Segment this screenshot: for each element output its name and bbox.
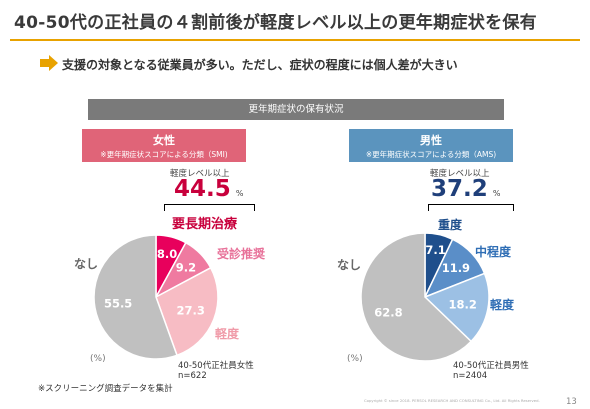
male-slice-label-mild: 軽度 (490, 298, 515, 312)
female-level-group: 44.5 % (174, 176, 243, 202)
title-divider (10, 39, 580, 41)
male-sample-label: 40-50代正社員男性 (453, 361, 529, 371)
arrow-right-icon (40, 55, 58, 71)
lead-text: 支援の対象となる従業員が多い。ただし、症状の程度には個人差が大きい (62, 58, 458, 72)
pie-value-label: 9.2 (176, 260, 196, 274)
page-number: 13 (566, 397, 577, 407)
pie-value-label: 18.2 (448, 297, 476, 311)
pie-value-label: 7.1 (425, 243, 445, 257)
female-level-label: 軽度レベル以上 (170, 169, 230, 179)
male-level-group: 37.2 % (431, 176, 500, 202)
female-slice-label-severe: 要長期治療 (172, 217, 238, 232)
male-gender-label: 男性 (420, 134, 442, 147)
male-scale-note: ※更年期症状スコアによる分類（AMS) (365, 150, 497, 159)
female-scale-note: ※更年期症状スコアによる分類（SMI) (100, 150, 228, 159)
male-unit-note: (%) (347, 354, 363, 364)
female-sample-n: n=622 (178, 371, 207, 381)
female-header-box: 女性 ※更年期症状スコアによる分類（SMI) (82, 129, 246, 162)
male-level-value: 37.2 (431, 176, 488, 202)
page-title: 40-50代の正社員の４割前後が軽度レベル以上の更年期症状を保有 (14, 13, 537, 33)
footnote: ※スクリーニング調査データを集計 (38, 384, 173, 394)
female-none-label: なし (74, 257, 99, 271)
female-pie: 8.09.2 27.3 55.5 (93, 234, 219, 360)
male-bracket (428, 204, 514, 211)
female-level-unit: % (235, 189, 244, 198)
pie-slice (155, 266, 219, 357)
male-slice-label-moderate: 中程度 (475, 245, 512, 259)
pie-slice (93, 234, 178, 360)
pie-value-label: 55.5 (104, 297, 132, 311)
pie-value-label: 27.3 (177, 303, 205, 317)
female-sample-label: 40-50代正社員女性 (178, 361, 254, 371)
female-bracket (164, 204, 255, 211)
male-level-unit: % (492, 189, 501, 198)
female-unit-note: (%) (90, 354, 106, 364)
male-pie: 7.1 11.9 18.2 62.8 (360, 232, 490, 362)
female-slice-label-mild: 軽度 (215, 327, 240, 341)
male-slice-label-severe: 重度 (438, 218, 463, 232)
copyright: Copyright © since 2018. PERSOL RESEARCH … (364, 398, 540, 403)
female-gender-label: 女性 (153, 134, 175, 147)
male-sample-n: n=2404 (453, 371, 488, 381)
pie-value-label: 8.0 (157, 247, 177, 261)
male-none-label: なし (337, 258, 362, 272)
female-sample: 40-50代正社員女性 n=622 (178, 361, 254, 381)
male-level-label: 軽度レベル以上 (430, 169, 490, 179)
female-slice-label-recommended: 受診推奨 (217, 247, 266, 261)
female-level-value: 44.5 (174, 176, 231, 202)
panel-header: 更年期症状の保有状況 (88, 99, 504, 120)
pie-value-label: 62.8 (374, 306, 402, 320)
pie-slice (360, 232, 473, 362)
pie-slice (423, 272, 490, 343)
male-header-box: 男性 ※更年期症状スコアによる分類（AMS) (349, 129, 513, 162)
male-sample: 40-50代正社員男性 n=2404 (453, 361, 529, 381)
pie-value-label: 11.9 (442, 261, 470, 275)
